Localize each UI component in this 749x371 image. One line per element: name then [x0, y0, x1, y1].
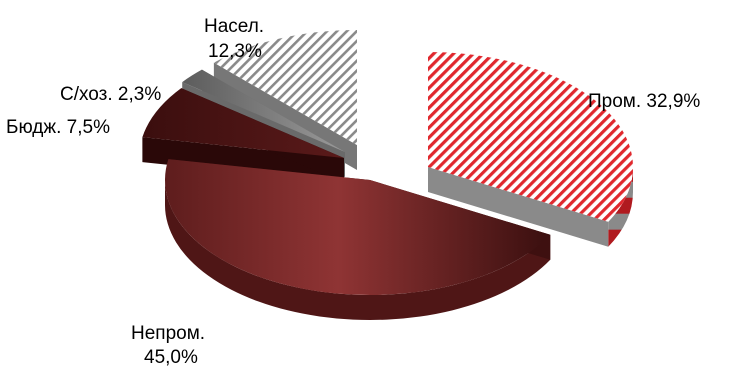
- slice-prom-top: [428, 52, 634, 222]
- label-budzh: Бюдж. 7,5%: [6, 117, 110, 138]
- slice-prom-side: [608, 167, 633, 247]
- label-nasel-name: Насел.: [204, 16, 264, 37]
- pie-slices: [142, 30, 634, 321]
- slice-neprom-top: [164, 159, 551, 296]
- label-neprom-value: 45,0%: [144, 347, 198, 368]
- label-neprom-name: Непром.: [131, 323, 205, 344]
- label-prom: Пром. 32,9%: [588, 91, 700, 112]
- slice-budzh-edge-0: [142, 137, 344, 183]
- slice-neprom-side: [165, 180, 551, 321]
- slice-budzh: [142, 88, 344, 183]
- pie-labels: Пром. 32,9% Непром. 45,0% Бюдж. 7,5% С/х…: [6, 16, 700, 368]
- label-nasel-value: 12,3%: [208, 41, 262, 62]
- slice-prom-edge-1: [428, 167, 609, 247]
- slice-neprom: [164, 159, 551, 321]
- slice-budzh-top: [142, 88, 344, 158]
- label-skhoz: С/хоз. 2,3%: [60, 84, 161, 105]
- slice-prom: [428, 52, 634, 247]
- slice-skhoz-top: [182, 69, 345, 152]
- slice-nasel-top: [213, 30, 357, 145]
